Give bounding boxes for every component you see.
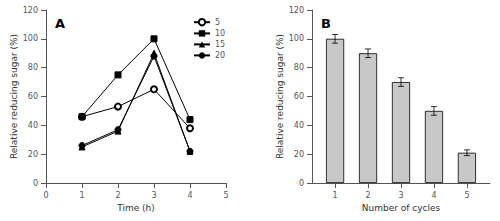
svg-text:20: 20	[294, 150, 304, 159]
svg-text:3: 3	[151, 191, 156, 200]
svg-text:3: 3	[398, 191, 403, 200]
svg-text:0: 0	[43, 191, 48, 200]
svg-text:60: 60	[28, 92, 38, 101]
svg-text:0: 0	[33, 179, 38, 188]
svg-text:5: 5	[223, 191, 228, 200]
svg-text:100: 100	[289, 34, 304, 43]
svg-text:4: 4	[187, 191, 192, 200]
svg-text:1: 1	[333, 191, 338, 200]
svg-text:60: 60	[294, 92, 304, 101]
svg-text:0: 0	[299, 179, 304, 188]
svg-text:10: 10	[215, 29, 225, 38]
svg-text:Number of cycles: Number of cycles	[362, 203, 441, 213]
svg-text:2: 2	[115, 191, 120, 200]
svg-text:Time (h): Time (h)	[116, 203, 155, 213]
svg-text:20: 20	[215, 51, 225, 60]
svg-text:Relative reducing sugar (%): Relative reducing sugar (%)	[275, 34, 285, 159]
svg-text:40: 40	[28, 121, 38, 130]
svg-text:100: 100	[23, 34, 38, 43]
svg-text:2: 2	[365, 191, 370, 200]
svg-text:5: 5	[215, 18, 220, 27]
svg-text:40: 40	[294, 121, 304, 130]
svg-text:B: B	[321, 16, 331, 31]
svg-text:15: 15	[215, 40, 225, 49]
svg-text:5: 5	[464, 191, 469, 200]
svg-text:4: 4	[431, 191, 436, 200]
svg-text:120: 120	[23, 6, 38, 15]
svg-text:1: 1	[79, 191, 84, 200]
svg-text:80: 80	[294, 63, 304, 72]
svg-text:20: 20	[28, 150, 38, 159]
svg-text:Relative reducing sugar (%): Relative reducing sugar (%)	[9, 34, 19, 159]
svg-text:A: A	[55, 16, 65, 31]
svg-text:120: 120	[289, 6, 304, 15]
svg-text:80: 80	[28, 63, 38, 72]
